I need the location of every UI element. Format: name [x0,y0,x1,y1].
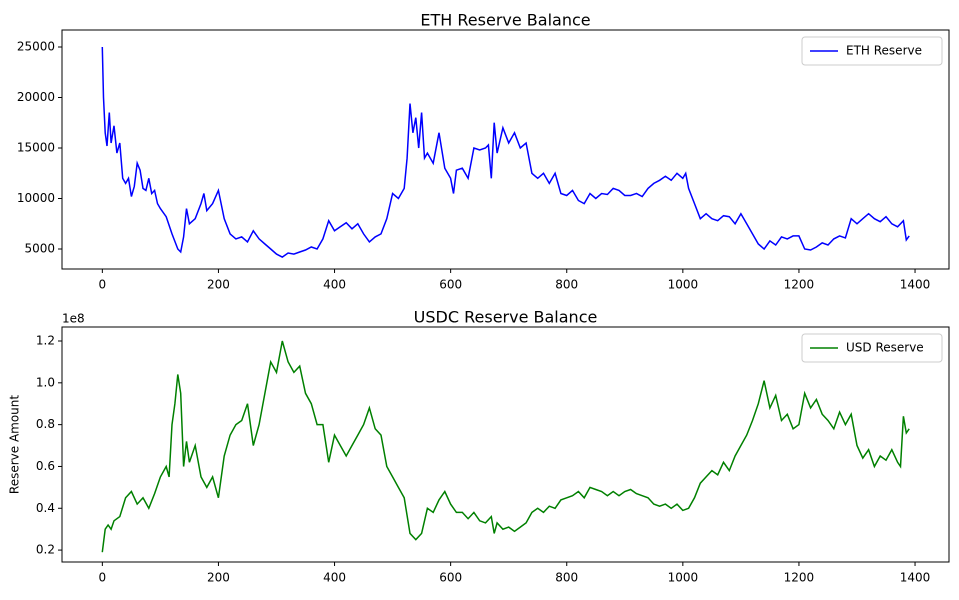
x-tick-label: 1000 [668,571,699,585]
x-tick-label: 200 [207,278,230,292]
axes-frame [61,326,950,563]
y-tick-label: 1.2 [36,334,55,348]
line [101,46,910,258]
y-tick-label: 5000 [24,242,55,256]
x-tick-label: 1400 [900,278,931,292]
y-tick-label: 20000 [17,90,55,104]
y-tick-label: 0.8 [36,417,55,431]
chart-title: USDC Reserve Balance [414,308,598,327]
x-tick-label: 200 [207,571,230,585]
x-tick-label: 600 [439,278,462,292]
y-tick-label: 0.4 [36,501,55,515]
x-tick-label: 800 [555,571,578,585]
x-tick-label: 1400 [900,571,931,585]
y-tick-label: 25000 [17,39,55,53]
chart-title: ETH Reserve Balance [420,11,590,30]
x-tick-label: 1200 [784,571,815,585]
legend-label: USD Reserve [846,341,924,355]
y-tick-label: 0.6 [36,459,55,473]
legend: ETH Reserve [801,36,943,66]
x-tick-label: 0 [99,278,107,292]
legend-frame [801,333,943,363]
x-tick-label: 1000 [668,278,699,292]
x-tick-label: 0 [99,571,107,585]
y-tick-label: 15000 [17,141,55,155]
x-tick-label: 800 [555,278,578,292]
offset-text: 1e8 [62,312,85,326]
x-tick-label: 400 [323,278,346,292]
y-axis-label: Reserve Amount [8,395,22,495]
y-tick-label: 0.2 [36,543,55,557]
axes-frame [61,29,950,270]
x-tick-label: 400 [323,571,346,585]
x-tick-label: 600 [439,571,462,585]
y-tick-label: 1.0 [36,375,55,389]
x-tick-label: 1200 [784,278,815,292]
legend: USD Reserve [801,333,943,363]
legend-frame [801,36,943,66]
y-tick-label: 10000 [17,191,55,205]
line [101,340,910,553]
legend-label: ETH Reserve [846,44,922,58]
